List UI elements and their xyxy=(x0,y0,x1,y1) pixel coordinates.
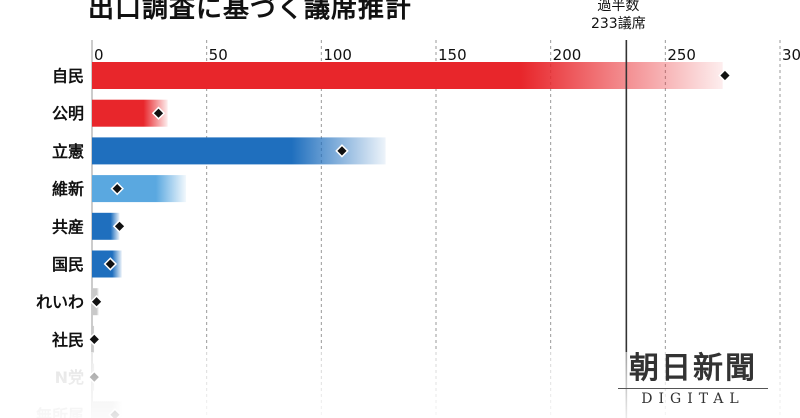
point-5 xyxy=(103,257,118,271)
chart-title: 出口調査に基づく議席推計 xyxy=(88,0,413,24)
x-tick-label-50: 50 xyxy=(209,46,228,64)
x-tick-label-200: 200 xyxy=(553,46,582,64)
bar-3 xyxy=(92,175,187,203)
category-label-4: 共産 xyxy=(52,217,84,236)
category-label-2: 立憲 xyxy=(52,142,84,161)
x-tick-label-100: 100 xyxy=(323,46,352,64)
bottom-fade-overlay xyxy=(0,352,800,418)
majority-label-line1: 過半数 xyxy=(597,0,639,14)
point-6 xyxy=(89,294,104,309)
category-label-7: 社民 xyxy=(51,330,84,349)
majority-label-line2: 233議席 xyxy=(591,15,646,32)
point-3 xyxy=(110,181,124,196)
bar-0 xyxy=(92,62,723,89)
category-label-5: 国民 xyxy=(52,255,84,274)
point-0 xyxy=(718,68,732,83)
logo-divider xyxy=(618,388,768,389)
point-7 xyxy=(87,332,102,347)
point-4 xyxy=(112,219,127,234)
x-tick-label-0: 0 xyxy=(94,46,104,64)
category-label-0: 自民 xyxy=(52,67,84,86)
x-tick-label-300: 300 xyxy=(782,46,800,64)
category-label-3: 維新 xyxy=(52,180,84,199)
x-tick-label-250: 250 xyxy=(667,46,696,64)
point-1 xyxy=(151,106,166,120)
logo-sub-text: DIGITAL xyxy=(641,391,745,407)
x-tick-label-150: 150 xyxy=(438,46,467,64)
point-2 xyxy=(335,144,349,158)
logo-main-text: 朝日新聞 xyxy=(629,351,757,386)
category-label-1: 公明 xyxy=(52,104,84,123)
asahi-digital-logo: 朝日新聞 DIGITAL xyxy=(608,352,778,407)
category-label-6: れいわ xyxy=(36,293,84,312)
